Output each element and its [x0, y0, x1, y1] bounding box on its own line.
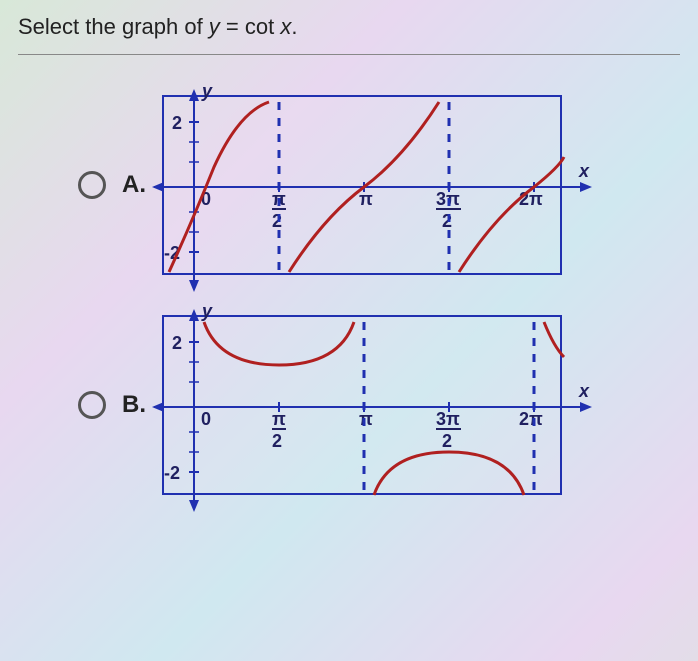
ytick-2: 2	[172, 113, 182, 133]
option-a-row: A. 2 -2 0 π 2 π	[78, 95, 680, 275]
svg-text:2: 2	[442, 211, 452, 231]
svg-text:2: 2	[442, 431, 452, 451]
question-text: Select the graph of y = cot x.	[18, 14, 680, 55]
radio-a[interactable]	[78, 171, 106, 199]
curve-upper	[204, 322, 354, 365]
ylabel: y	[201, 301, 213, 321]
xtick-2pi: 2π	[519, 409, 543, 429]
xlabel: x	[578, 381, 590, 401]
curve-partial	[544, 322, 564, 357]
chart-b: 2 -2 0 π 2 π 3π 2 2π	[162, 315, 562, 495]
ytick-neg2: -2	[164, 463, 180, 483]
xlabel: x	[578, 161, 590, 181]
option-b-row: B. 2 -2 0 π 2 π	[78, 315, 680, 495]
chart-a: 2 -2 0 π 2 π 3π 2 2π	[162, 95, 562, 275]
svg-text:2: 2	[272, 211, 282, 231]
xtick-2pi: 2π	[519, 189, 543, 209]
option-letter-b: B.	[122, 391, 162, 419]
curve-lower	[374, 452, 524, 495]
curve-branch	[459, 157, 564, 272]
equation: y = cot x	[209, 14, 292, 39]
xtick-pi2: π	[272, 409, 286, 429]
ytick-2: 2	[172, 333, 182, 353]
xtick-pi: π	[359, 189, 373, 209]
xtick-0: 0	[201, 409, 211, 429]
svg-text:2: 2	[272, 431, 282, 451]
ylabel: y	[201, 81, 213, 101]
xtick-3pi2: 3π	[436, 409, 460, 429]
radio-b[interactable]	[78, 391, 106, 419]
option-letter-a: A.	[122, 171, 162, 199]
xtick-pi: π	[359, 409, 373, 429]
